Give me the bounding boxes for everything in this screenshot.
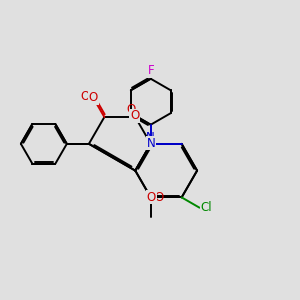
Text: O: O xyxy=(126,103,136,116)
Text: O: O xyxy=(130,110,139,122)
Text: Cl: Cl xyxy=(200,203,212,216)
Text: F: F xyxy=(147,64,154,77)
Text: Cl: Cl xyxy=(200,201,212,214)
Text: O: O xyxy=(147,191,156,204)
Text: N: N xyxy=(147,137,156,150)
Text: N: N xyxy=(146,131,155,144)
Text: O: O xyxy=(80,90,90,103)
Text: O: O xyxy=(89,92,98,104)
Text: F: F xyxy=(147,64,154,77)
Text: O: O xyxy=(154,191,164,204)
